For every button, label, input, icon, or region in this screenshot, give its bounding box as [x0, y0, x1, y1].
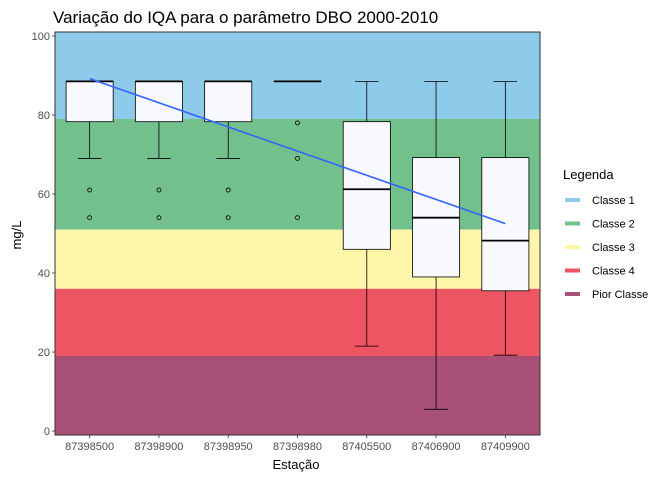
- legend-label-4: Pior Classe: [592, 289, 648, 301]
- x-tick-label-1: 87398900: [134, 441, 183, 453]
- legend-item-4: Pior Classe: [565, 289, 648, 301]
- chart-title: Variação do IQA para o parâmetro DBO 200…: [53, 8, 438, 27]
- legend-item-3: Classe 4: [565, 266, 635, 278]
- box-5: [412, 80, 461, 410]
- outlier-3-0: [295, 120, 300, 126]
- y-tick-label-1: 20: [38, 347, 50, 359]
- box-body-6: [481, 157, 530, 292]
- x-tick-label-2: 87398950: [204, 441, 253, 453]
- y-tick-label-0: 0: [44, 426, 50, 438]
- x-tick-label-3: 87398980: [273, 441, 322, 453]
- box-1: [134, 80, 183, 221]
- legend-item-2: Classe 3: [565, 242, 635, 254]
- box-3: [273, 80, 322, 221]
- legend-label-0: Classe 1: [592, 195, 635, 207]
- y-axis-title: mg/L: [9, 221, 24, 250]
- box-body-2: [204, 80, 253, 123]
- x-tick-label-5: 87406900: [412, 441, 461, 453]
- trend-line: [89, 77, 506, 225]
- legend-label-1: Classe 2: [592, 219, 635, 231]
- legend: Legenda Classe 1 Classe 2 Classe 3 Classe 4…: [563, 167, 648, 301]
- box-body-1: [134, 80, 183, 123]
- panel-border: [54, 31, 541, 436]
- outlier-3-1: [295, 156, 300, 161]
- y-tick-label-5: 100: [32, 31, 50, 43]
- x-axis-title: Estação: [273, 457, 320, 472]
- outlier-1-1: [156, 215, 162, 221]
- band-3: [55, 288, 540, 356]
- y-tick-label-3: 60: [38, 189, 50, 201]
- box-2: [204, 80, 253, 221]
- x-tick-label-4: 87405500: [342, 441, 391, 453]
- trend-line-group: [89, 77, 506, 225]
- box-4: [342, 80, 391, 347]
- outlier-2-1: [225, 215, 231, 221]
- outlier-0-1: [87, 215, 93, 221]
- band-4: [55, 355, 540, 435]
- legend-item-1: Classe 2: [565, 219, 635, 231]
- box-body-0: [65, 80, 114, 123]
- x-tick-label-6: 87409900: [481, 441, 530, 453]
- band-0: [55, 32, 540, 119]
- boxplots: [65, 80, 530, 410]
- x-axis: 87398500 87398900 87398950 87398980 87405500…: [65, 435, 530, 453]
- y-tick-label-2: 40: [38, 268, 50, 280]
- outlier-3-2: [295, 215, 300, 221]
- x-tick-label-0: 87398500: [65, 441, 114, 453]
- outlier-0-0: [87, 187, 93, 193]
- box-0: [65, 80, 114, 221]
- outlier-1-0: [156, 187, 162, 193]
- band-2: [55, 229, 540, 289]
- legend-title: Legenda: [563, 167, 614, 182]
- box-6: [481, 80, 530, 356]
- legend-label-2: Classe 3: [592, 242, 635, 254]
- y-axis: 0 20 40 60 80 100: [32, 31, 55, 438]
- legend-item-0: Classe 1: [565, 195, 635, 207]
- y-tick-label-4: 80: [38, 110, 50, 122]
- band-1: [55, 118, 540, 230]
- legend-label-3: Classe 4: [592, 266, 635, 278]
- outlier-2-0: [225, 187, 231, 193]
- box-body-4: [342, 121, 391, 250]
